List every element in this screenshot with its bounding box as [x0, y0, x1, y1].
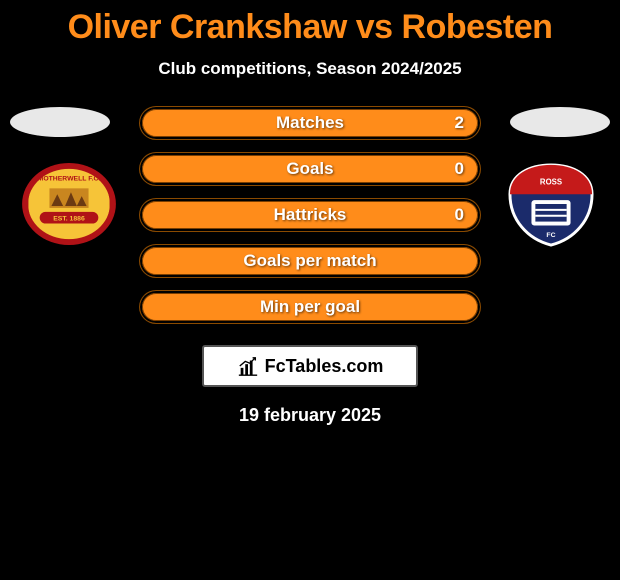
stat-bar-goals: Goals 0 [140, 153, 480, 185]
player-photo-right [510, 107, 610, 137]
badge-right-text: ROSS [540, 177, 562, 186]
badge-left-band-text: EST. 1886 [53, 216, 85, 223]
stat-bar-hattricks: Hattricks 0 [140, 199, 480, 231]
stat-bar-matches: Matches 2 [140, 107, 480, 139]
stat-label: Goals per match [243, 251, 376, 271]
stat-label: Min per goal [260, 297, 360, 317]
page-title: Oliver Crankshaw vs Robesten [68, 8, 553, 47]
player-photo-left [10, 107, 110, 137]
stats-region: MOTHERWELL F.C. EST. 1886 ROSS FC [0, 107, 620, 426]
stat-label: Hattricks [274, 205, 347, 225]
stat-bar-mpg: Min per goal [140, 291, 480, 323]
club-badge-right: ROSS FC [502, 161, 600, 247]
badge-left-top-text: MOTHERWELL F.C. [38, 176, 101, 183]
subtitle: Club competitions, Season 2024/2025 [158, 59, 461, 79]
main-container: Oliver Crankshaw vs Robesten Club compet… [0, 0, 620, 426]
bar-chart-icon [237, 355, 259, 377]
club-badge-left: MOTHERWELL F.C. EST. 1886 [20, 161, 118, 247]
stat-label: Goals [286, 159, 333, 179]
brand-text: FcTables.com [265, 356, 384, 377]
stat-bar-gpm: Goals per match [140, 245, 480, 277]
stat-value: 2 [455, 113, 464, 133]
stat-value: 0 [455, 205, 464, 225]
badge-right-text-bottom: FC [546, 232, 555, 239]
stat-value: 0 [455, 159, 464, 179]
date-line: 19 february 2025 [239, 405, 381, 426]
brand-box[interactable]: FcTables.com [202, 345, 418, 387]
stat-rows: Matches 2 Goals 0 Hattricks 0 Goals per … [140, 107, 480, 323]
stat-label: Matches [276, 113, 344, 133]
